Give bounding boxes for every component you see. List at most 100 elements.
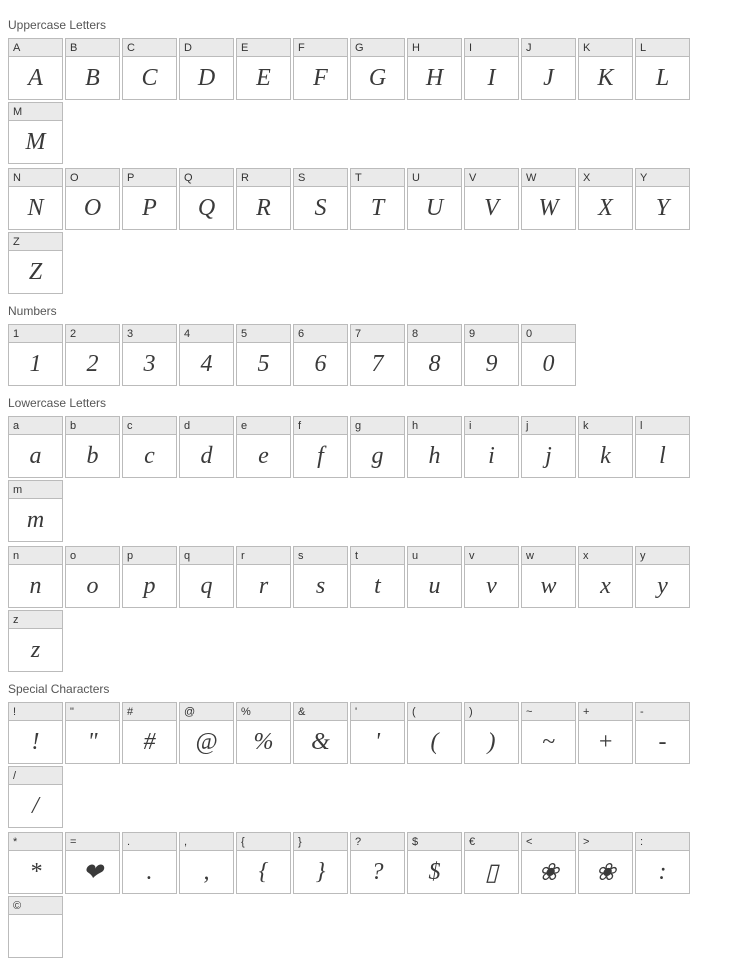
glyph-preview: g bbox=[351, 435, 404, 477]
glyph-cell: vv bbox=[464, 546, 519, 608]
glyph-preview: r bbox=[237, 565, 290, 607]
glyph-preview: K bbox=[579, 57, 632, 99]
glyph-cell: EE bbox=[236, 38, 291, 100]
glyph-label: L bbox=[636, 39, 689, 57]
glyph-label: K bbox=[579, 39, 632, 57]
glyph-preview: P bbox=[123, 187, 176, 229]
glyph-preview: , bbox=[180, 851, 233, 893]
glyph-preview: f bbox=[294, 435, 347, 477]
glyph-label: ' bbox=[351, 703, 404, 721]
glyph-label: ~ bbox=[522, 703, 575, 721]
glyph-label: n bbox=[9, 547, 62, 565]
glyph-cell: bb bbox=[65, 416, 120, 478]
glyph-cell: mm bbox=[8, 480, 63, 542]
glyph-preview: F bbox=[294, 57, 347, 99]
glyph-label: e bbox=[237, 417, 290, 435]
glyph-label: 0 bbox=[522, 325, 575, 343]
glyph-cell: =❤ bbox=[65, 832, 120, 894]
glyph-preview: n bbox=[9, 565, 62, 607]
glyph-preview: ~ bbox=[522, 721, 575, 763]
glyph-label: Q bbox=[180, 169, 233, 187]
glyph-cell: %% bbox=[236, 702, 291, 764]
glyph-label: . bbox=[123, 833, 176, 851]
glyph-cell: ee bbox=[236, 416, 291, 478]
glyph-preview: . bbox=[123, 851, 176, 893]
glyph-preview: M bbox=[9, 121, 62, 163]
glyph-label: 1 bbox=[9, 325, 62, 343]
glyph-cell: oo bbox=[65, 546, 120, 608]
glyph-label: } bbox=[294, 833, 347, 851]
glyph-cell: 55 bbox=[236, 324, 291, 386]
glyph-label: f bbox=[294, 417, 347, 435]
glyph-label: A bbox=[9, 39, 62, 57]
glyph-cell: :: bbox=[635, 832, 690, 894]
glyph-label: € bbox=[465, 833, 518, 851]
glyph-label: j bbox=[522, 417, 575, 435]
glyph-cell: HH bbox=[407, 38, 462, 100]
glyph-preview: X bbox=[579, 187, 632, 229]
glyph-cell: JJ bbox=[521, 38, 576, 100]
glyph-preview: T bbox=[351, 187, 404, 229]
glyph-preview: u bbox=[408, 565, 461, 607]
glyph-cell: © bbox=[8, 896, 63, 958]
glyph-cell: 66 bbox=[293, 324, 348, 386]
glyph-preview: B bbox=[66, 57, 119, 99]
glyph-label: c bbox=[123, 417, 176, 435]
glyph-cell: RR bbox=[236, 168, 291, 230]
glyph-preview: ▯ bbox=[465, 851, 518, 893]
glyph-preview: y bbox=[636, 565, 689, 607]
glyph-cell: GG bbox=[350, 38, 405, 100]
glyph-label: p bbox=[123, 547, 176, 565]
glyph-cell: gg bbox=[350, 416, 405, 478]
glyph-label: r bbox=[237, 547, 290, 565]
glyph-preview: 0 bbox=[522, 343, 575, 385]
glyph-preview: 7 bbox=[351, 343, 404, 385]
glyph-label: < bbox=[522, 833, 575, 851]
glyph-cell: !! bbox=[8, 702, 63, 764]
glyph-preview: - bbox=[636, 721, 689, 763]
glyph-label: P bbox=[123, 169, 176, 187]
glyph-label: s bbox=[294, 547, 347, 565]
glyph-preview: L bbox=[636, 57, 689, 99]
glyph-preview: s bbox=[294, 565, 347, 607]
glyph-cell: ll bbox=[635, 416, 690, 478]
glyph-cell: WW bbox=[521, 168, 576, 230]
glyph-cell: // bbox=[8, 766, 63, 828]
glyph-preview: * bbox=[9, 851, 62, 893]
glyph-label: d bbox=[180, 417, 233, 435]
glyph-cell: kk bbox=[578, 416, 633, 478]
glyph-preview: ) bbox=[465, 721, 518, 763]
glyph-preview: h bbox=[408, 435, 461, 477]
glyph-cell: 88 bbox=[407, 324, 462, 386]
glyph-label: , bbox=[180, 833, 233, 851]
glyph-label: © bbox=[9, 897, 62, 915]
glyph-label: w bbox=[522, 547, 575, 565]
glyph-label: : bbox=[636, 833, 689, 851]
glyph-cell: aa bbox=[8, 416, 63, 478]
glyph-cell: ww bbox=[521, 546, 576, 608]
glyph-cell: qq bbox=[179, 546, 234, 608]
glyph-preview: 8 bbox=[408, 343, 461, 385]
glyph-label: 3 bbox=[123, 325, 176, 343]
glyph-label: h bbox=[408, 417, 461, 435]
glyph-preview: 5 bbox=[237, 343, 290, 385]
glyph-preview: # bbox=[123, 721, 176, 763]
section-title: Lowercase Letters bbox=[8, 396, 740, 410]
glyph-preview: $ bbox=[408, 851, 461, 893]
glyph-preview: 6 bbox=[294, 343, 347, 385]
glyph-preview: N bbox=[9, 187, 62, 229]
glyph-preview: ' bbox=[351, 721, 404, 763]
glyph-label: T bbox=[351, 169, 404, 187]
glyph-preview: i bbox=[465, 435, 518, 477]
glyph-preview: m bbox=[9, 499, 62, 541]
glyph-cell: ++ bbox=[578, 702, 633, 764]
glyph-label: O bbox=[66, 169, 119, 187]
glyph-cell: ## bbox=[122, 702, 177, 764]
section-title: Numbers bbox=[8, 304, 740, 318]
glyph-cell: 99 bbox=[464, 324, 519, 386]
glyph-label: 2 bbox=[66, 325, 119, 343]
glyph-preview: Z bbox=[9, 251, 62, 293]
glyph-cell: nn bbox=[8, 546, 63, 608]
glyph-label: F bbox=[294, 39, 347, 57]
glyph-cell: jj bbox=[521, 416, 576, 478]
